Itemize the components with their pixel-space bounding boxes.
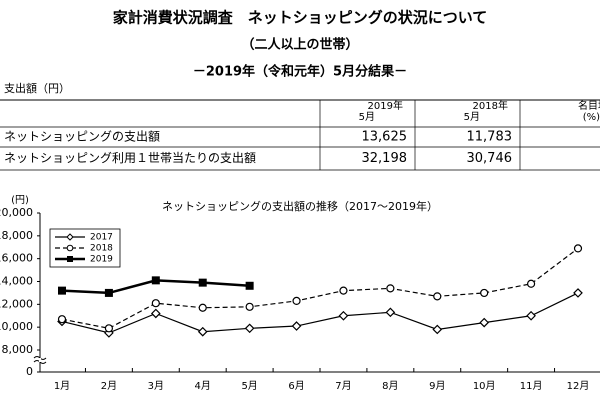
- chart-title: ネットショッピングの支出額の推移（2017～2019年）: [162, 199, 438, 213]
- x-tick-label: 5月: [241, 380, 257, 392]
- point: [386, 284, 395, 293]
- point: [573, 288, 583, 298]
- point: [339, 286, 348, 295]
- legend-box: [49, 228, 121, 268]
- legend-label: 2017: [90, 233, 113, 243]
- table-caption: 支出額（円）: [4, 81, 70, 95]
- y-tick-label: 12,000: [0, 297, 33, 310]
- y-tick-label: 18,000: [0, 229, 33, 242]
- point: [197, 326, 208, 337]
- point: [385, 307, 396, 318]
- y-tick-label: 20,000: [0, 206, 33, 219]
- point: [151, 299, 160, 308]
- subtitle: （二人以上の世帯）: [241, 37, 358, 53]
- point: [526, 279, 536, 288]
- point: [104, 288, 113, 297]
- legend-marker: [66, 244, 74, 252]
- legend-label: 2019: [90, 255, 113, 265]
- y-tick-label: 14,000: [0, 275, 33, 288]
- point: [58, 286, 66, 295]
- y-tick-label: 10,000: [0, 320, 33, 333]
- point: [432, 324, 443, 335]
- x-tick-label: 3月: [148, 380, 164, 392]
- x-tick-label: 10月: [473, 380, 496, 392]
- x-tick-label: 1月: [54, 380, 70, 392]
- point: [57, 315, 67, 324]
- point: [104, 324, 114, 333]
- column-header: 名目増減率(%): [578, 99, 600, 123]
- legend-label: 2018: [90, 244, 113, 254]
- x-tick-label: 12月: [567, 380, 590, 392]
- column-header-line: (%): [583, 112, 600, 123]
- cell: 32,198: [362, 151, 408, 166]
- point: [480, 288, 489, 298]
- point: [244, 323, 255, 334]
- legend-marker: [66, 233, 74, 241]
- point: [526, 310, 536, 321]
- x-tick-label: 8月: [382, 380, 398, 392]
- point: [151, 276, 160, 285]
- series-line: [61, 247, 579, 329]
- column-header: 2019年 5月: [359, 99, 403, 123]
- point: [245, 281, 254, 290]
- point: [198, 303, 207, 312]
- point: [245, 302, 254, 311]
- y-tick-label: 8,000: [2, 343, 34, 356]
- y-tick-label: 16,000: [0, 252, 33, 265]
- cell: 30,746: [467, 151, 513, 166]
- column-header-line: 5月: [359, 111, 375, 123]
- x-tick-label: 2月: [101, 380, 117, 392]
- point: [573, 244, 583, 253]
- legend-marker: [67, 256, 73, 262]
- point: [433, 292, 442, 301]
- axis-break-gap: [39, 358, 41, 362]
- column-header-line: 名目増減率: [578, 99, 600, 112]
- row-label: ネットショッピング利用１世帯当たりの支出額: [4, 151, 256, 165]
- point: [150, 308, 161, 319]
- cell: 11,783: [467, 130, 513, 145]
- x-tick-label: 4月: [195, 380, 211, 392]
- point: [338, 310, 349, 321]
- column-header: 2018年 5月: [464, 99, 508, 123]
- x-tick-label: 11月: [520, 380, 543, 392]
- column-header-line: 5月: [464, 111, 480, 123]
- period: －2019年（令和元年）5月分結果－: [193, 64, 407, 80]
- point: [292, 296, 301, 306]
- column-header-line: 2018年: [473, 99, 508, 112]
- point: [291, 321, 302, 331]
- x-tick-label: 9月: [429, 380, 445, 392]
- column-header-line: 2019年: [368, 99, 403, 112]
- x-tick-label: 6月: [288, 380, 304, 392]
- x-tick-label: 7月: [335, 380, 351, 392]
- y-axis-label: (円): [11, 195, 29, 206]
- point: [479, 317, 490, 328]
- title: 家計消費状況調査 ネットショッピングの状況について: [113, 9, 488, 27]
- row-label: ネットショッピングの支出額: [4, 130, 160, 144]
- y-tick-label: 0: [26, 365, 33, 378]
- cell: 13,625: [362, 130, 408, 145]
- point: [198, 278, 207, 287]
- series-line: [61, 292, 579, 334]
